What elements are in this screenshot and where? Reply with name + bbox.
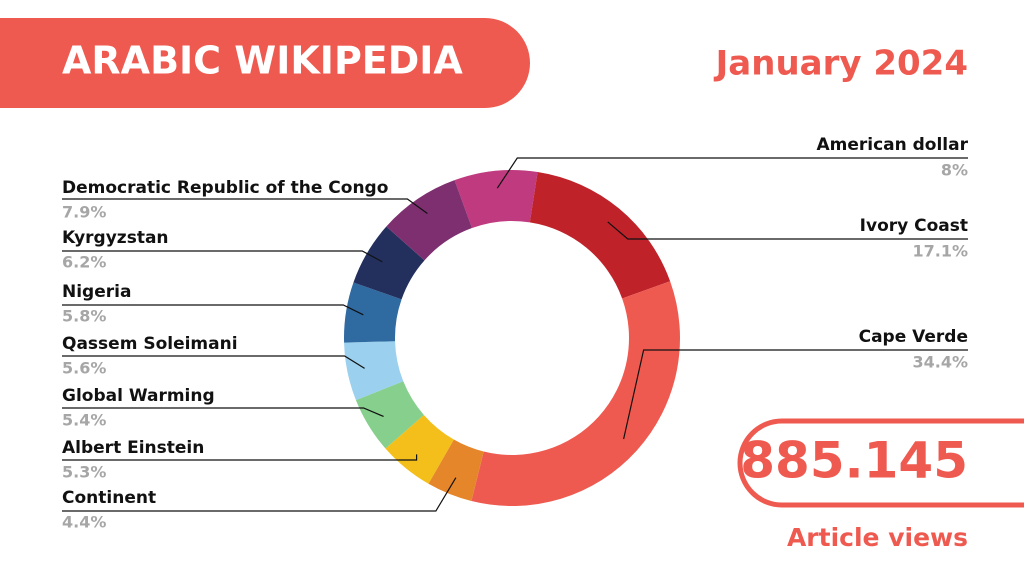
slice <box>428 439 484 502</box>
value-label: 8% <box>941 161 968 180</box>
legend-label: Global Warming <box>62 386 215 406</box>
value-label: 34.4% <box>912 353 968 372</box>
legend-label: American dollar <box>816 135 968 155</box>
legend-label: Nigeria <box>62 282 131 302</box>
leader-line <box>496 157 968 189</box>
value-label: 17.1% <box>912 242 968 261</box>
slice <box>454 170 538 229</box>
legend-label: Cape Verde <box>859 327 968 347</box>
value-label: 5.4% <box>62 411 106 430</box>
leader-line <box>62 407 384 418</box>
leader-line <box>62 250 383 263</box>
value-label: 5.3% <box>62 463 106 482</box>
value-label: 5.8% <box>62 307 106 326</box>
value-label: 6.2% <box>62 253 106 272</box>
title-banner <box>0 18 530 108</box>
leader-line <box>62 355 365 369</box>
legend-label: Albert Einstein <box>62 438 204 458</box>
leader-line <box>623 349 968 440</box>
total-views: 885.145 <box>740 432 968 490</box>
slice <box>353 226 425 300</box>
chart-title: ARABIC WIKIPEDIA <box>62 39 463 83</box>
total-box <box>737 418 1024 508</box>
leader-line <box>62 198 428 215</box>
leader-line <box>62 454 418 461</box>
legend-label: Continent <box>62 488 156 508</box>
slice <box>344 341 404 401</box>
legend-label: Qassem Soleimani <box>62 334 238 354</box>
leader-line <box>62 304 364 316</box>
legend-label: Democratic Republic of the Congo <box>62 178 388 198</box>
slice <box>344 282 402 343</box>
legend-label: Ivory Coast <box>860 216 968 236</box>
slice <box>386 180 472 261</box>
total-caption: Article views <box>787 523 968 552</box>
slice <box>355 381 424 449</box>
leader-line <box>62 477 457 512</box>
chart-subtitle: January 2024 <box>714 44 968 84</box>
value-label: 7.9% <box>62 203 106 222</box>
slice <box>471 281 680 507</box>
slice <box>529 171 671 299</box>
legend-label: Kyrgyzstan <box>62 228 169 248</box>
value-label: 4.4% <box>62 513 106 532</box>
leader-line <box>607 221 968 240</box>
value-label: 5.6% <box>62 359 106 378</box>
slice <box>385 414 454 484</box>
